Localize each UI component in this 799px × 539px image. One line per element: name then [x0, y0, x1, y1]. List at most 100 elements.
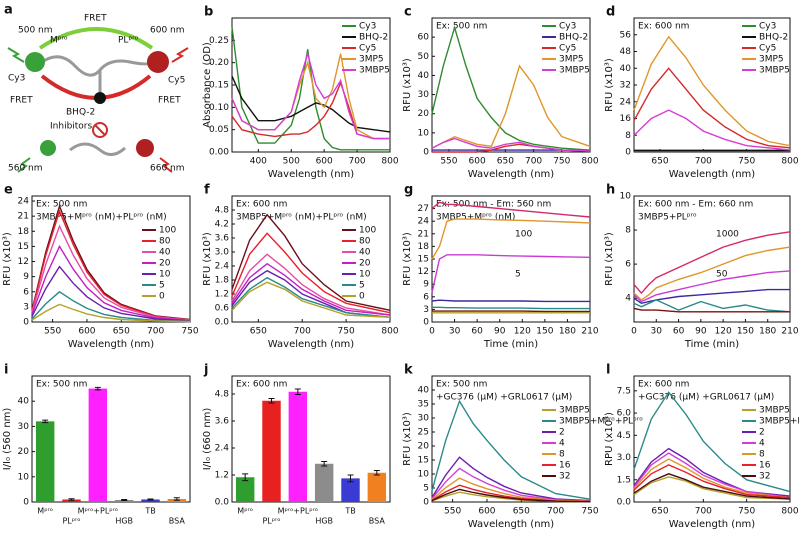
y-axis-label: RFU (x10³) — [604, 58, 615, 112]
legend-label: 80 — [359, 237, 371, 247]
series-line — [31, 290, 191, 323]
series-line — [431, 477, 591, 502]
x-tick-label: 650 — [250, 327, 267, 337]
error-bar — [147, 498, 154, 501]
inhibit-sign — [94, 124, 106, 136]
series-line — [231, 253, 391, 316]
error-bar — [268, 398, 275, 404]
series-line — [31, 265, 191, 322]
error-bar — [173, 497, 180, 501]
chart: b 0.00 0.05 0.10 0.15 0.20 0.25 400 500 600 700 800… — [202, 5, 399, 181]
x-tick-label: 700 — [547, 507, 564, 517]
series-line — [432, 149, 591, 152]
series-line — [231, 213, 391, 311]
diagram-label: 560 nm — [8, 164, 43, 174]
y-tick-label: 35 — [418, 400, 429, 410]
x-tick-label: 700 — [294, 327, 311, 337]
error-bar — [373, 470, 380, 476]
y-tick-label: 21 — [418, 229, 429, 239]
chart: d 0 8 16 24 32 40 48 56 650 700 750 800 RFU (x10³) Wav… — [604, 5, 799, 181]
y-axis-label: RFU (x10³) — [2, 232, 13, 286]
y-tick-label: 0.0 — [215, 318, 230, 328]
x-axis-label: Time (min) — [684, 339, 739, 350]
legend-label: 3MBP5 — [559, 406, 590, 416]
x-tick-label: 800 — [381, 327, 398, 337]
legend-label: 20 — [159, 259, 171, 269]
legend-label: BHQ-2 — [559, 33, 588, 43]
y-axis-label: RFU (x10³) — [402, 58, 413, 112]
legend-label: Cy5 — [759, 44, 776, 54]
light-bolt — [17, 157, 31, 173]
legend-label: 3MBP5 — [759, 406, 790, 416]
series-line — [231, 26, 390, 151]
legend-label: 32 — [759, 472, 770, 482]
inhibit-sign — [92, 122, 108, 138]
annotation: 3MBP5+Mᵖʳᵒ (nM) — [436, 213, 515, 223]
panel-label: c — [404, 5, 412, 20]
series-line — [231, 276, 391, 318]
series-line — [633, 473, 791, 500]
diagram-label: PLᵖʳᵒ — [118, 36, 139, 46]
y-axis-label: RPU (x10³) — [604, 412, 615, 466]
legend-label: 3MBP5 — [559, 66, 590, 76]
y-tick-label: 56 — [620, 30, 632, 40]
y-tick-label: 4.5 — [617, 431, 631, 441]
y-tick-label: 3 — [23, 302, 29, 312]
diagram-label: 500 nm — [18, 26, 53, 36]
x-tick-label: BSA — [169, 517, 186, 526]
annotation: Ex: 600 nm — [638, 380, 689, 390]
x-tick-label: 550 — [44, 327, 61, 337]
x-axis-label: Wavelength (nm) — [669, 169, 755, 180]
x-tick-label: 210 — [781, 327, 798, 337]
plot-frame — [431, 375, 591, 503]
y-tick-label: 3.0 — [215, 248, 230, 258]
bar — [262, 400, 281, 502]
chart: k 0 5 10 15 20 25 30 35 40 550 600 650 700 750 RFU (x10… — [402, 363, 643, 531]
diagram-label: 600 nm — [150, 26, 185, 36]
legend-label: 40 — [359, 248, 371, 258]
bhq2-quencher — [94, 92, 106, 104]
series-line — [633, 246, 791, 301]
series-line — [431, 218, 591, 260]
y-tick-label: 30 — [418, 414, 430, 424]
series-line — [431, 64, 591, 149]
x-axis-label: Wavelength (nm) — [468, 169, 554, 180]
y-tick-label: 24 — [620, 97, 632, 107]
peptide — [41, 55, 154, 77]
series-line — [231, 75, 391, 133]
panel-label: j — [203, 363, 208, 378]
bar — [88, 388, 108, 502]
series-line — [633, 476, 791, 500]
annotation: Ex: 600 nm - Em: 660 nm — [638, 200, 753, 210]
x-tick-label: 600 — [316, 157, 333, 167]
series-line — [633, 464, 791, 499]
annotation: Ex: 500 nm — [436, 380, 487, 390]
x-tick-label: PLᵖʳᵒ — [62, 517, 80, 526]
legend-label: 0 — [359, 292, 365, 302]
legend-label: 3MBP5 — [359, 66, 390, 76]
y-tick-label: 27 — [418, 204, 429, 214]
plot-frame — [31, 375, 191, 503]
y-tick-label: 6 — [23, 287, 29, 297]
annotation: 1000 — [716, 230, 739, 240]
x-tick-label: 650 — [513, 507, 530, 517]
x-tick-label: 750 — [738, 507, 755, 517]
annotation: Ex: 500 nm — [436, 22, 487, 32]
x-tick-label: 150 — [536, 327, 553, 337]
bar — [341, 478, 360, 502]
y-tick-label: 40 — [620, 64, 632, 74]
error-bar — [42, 419, 49, 424]
cy5-dye — [136, 139, 154, 157]
x-tick-label: 0 — [631, 327, 637, 337]
annotation: 100 — [515, 230, 532, 240]
series-line — [431, 456, 591, 502]
x-tick-label: 700 — [695, 157, 712, 167]
y-tick-label: 2.4 — [215, 444, 230, 454]
series-line — [633, 452, 791, 499]
y-tick-label: 0 — [23, 498, 29, 508]
x-tick-label: 650 — [651, 157, 668, 167]
y-tick-label: 3.6 — [215, 417, 230, 427]
x-axis-label: Wavelength (nm) — [268, 339, 354, 350]
x-tick-label: 60 — [673, 327, 685, 337]
